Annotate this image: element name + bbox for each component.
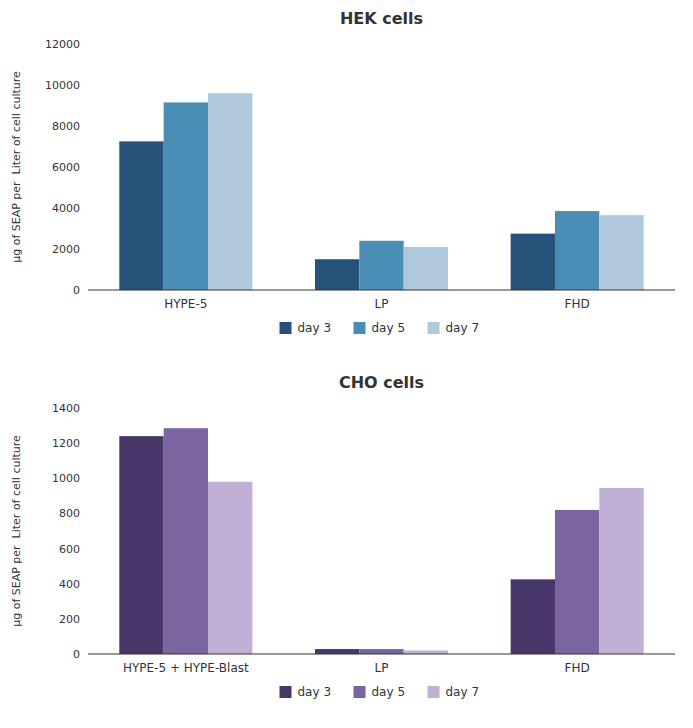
x-axis-line <box>88 290 675 291</box>
y-tick-label: 1200 <box>52 437 80 450</box>
bar <box>164 102 208 290</box>
x-tick-label: LP <box>375 297 389 311</box>
bar <box>511 234 555 290</box>
bar <box>119 436 163 654</box>
chart-panel: HEK cells µg of SEAP per Liter of cell cu… <box>10 9 675 335</box>
legend-label: day 5 <box>372 685 406 699</box>
bar <box>555 510 599 654</box>
bar <box>555 211 599 290</box>
bar <box>119 141 163 290</box>
x-tick-label: FHD <box>565 297 590 311</box>
y-tick-label: 6000 <box>52 161 80 174</box>
bars <box>119 93 643 290</box>
bar <box>208 93 252 290</box>
bar <box>359 241 403 290</box>
y-tick-label: 0 <box>73 648 80 661</box>
bars <box>119 428 643 654</box>
y-tick-label: 12000 <box>45 38 80 51</box>
bar <box>404 650 448 654</box>
bar <box>315 259 359 290</box>
legend-swatch <box>354 686 366 698</box>
legend-label: day 3 <box>298 321 332 335</box>
chart-panel: CHO cells µg of SEAP per Liter of cell cu… <box>10 373 675 699</box>
legend-label: day 7 <box>446 321 480 335</box>
y-tick-label: 0 <box>73 284 80 297</box>
legend-swatch <box>428 322 440 334</box>
y-tick-label: 200 <box>59 613 80 626</box>
y-tick-label: 1000 <box>52 472 80 485</box>
y-tick-label: 1400 <box>52 402 80 415</box>
legend-label: day 5 <box>372 321 406 335</box>
chart-title: HEK cells <box>340 9 423 28</box>
chart-title: CHO cells <box>339 373 424 392</box>
legend-label: day 7 <box>446 685 480 699</box>
x-axis-line <box>88 654 675 655</box>
y-tick-label: 400 <box>59 578 80 591</box>
bar <box>208 482 252 654</box>
bar <box>599 488 643 654</box>
bar <box>599 215 643 290</box>
bar <box>359 649 403 654</box>
y-tick-label: 600 <box>59 543 80 556</box>
legend-swatch <box>428 686 440 698</box>
legend-swatch <box>354 322 366 334</box>
y-tick-label: 2000 <box>52 243 80 256</box>
legend-label: day 3 <box>298 685 332 699</box>
y-tick-label: 800 <box>59 507 80 520</box>
y-tick-label: 4000 <box>52 202 80 215</box>
x-tick-label: HYPE-5 <box>164 297 207 311</box>
bar <box>315 649 359 654</box>
y-axis-label: µg of SEAP per Liter of cell culture <box>10 71 23 263</box>
legend-swatch <box>280 322 292 334</box>
x-tick-label: FHD <box>565 661 590 675</box>
legend: day 3 day 5 day 7 <box>280 321 480 335</box>
bar <box>511 579 555 654</box>
figure: HEK cells µg of SEAP per Liter of cell cu… <box>0 0 693 728</box>
y-axis-label: µg of SEAP per Liter of cell culture <box>10 435 23 627</box>
x-tick-label: LP <box>375 661 389 675</box>
y-tick-label: 10000 <box>45 79 80 92</box>
bar <box>164 428 208 654</box>
legend-swatch <box>280 686 292 698</box>
x-tick-label: HYPE-5 + HYPE-Blast <box>123 661 249 675</box>
y-tick-label: 8000 <box>52 120 80 133</box>
bar <box>404 247 448 290</box>
legend: day 3 day 5 day 7 <box>280 685 480 699</box>
